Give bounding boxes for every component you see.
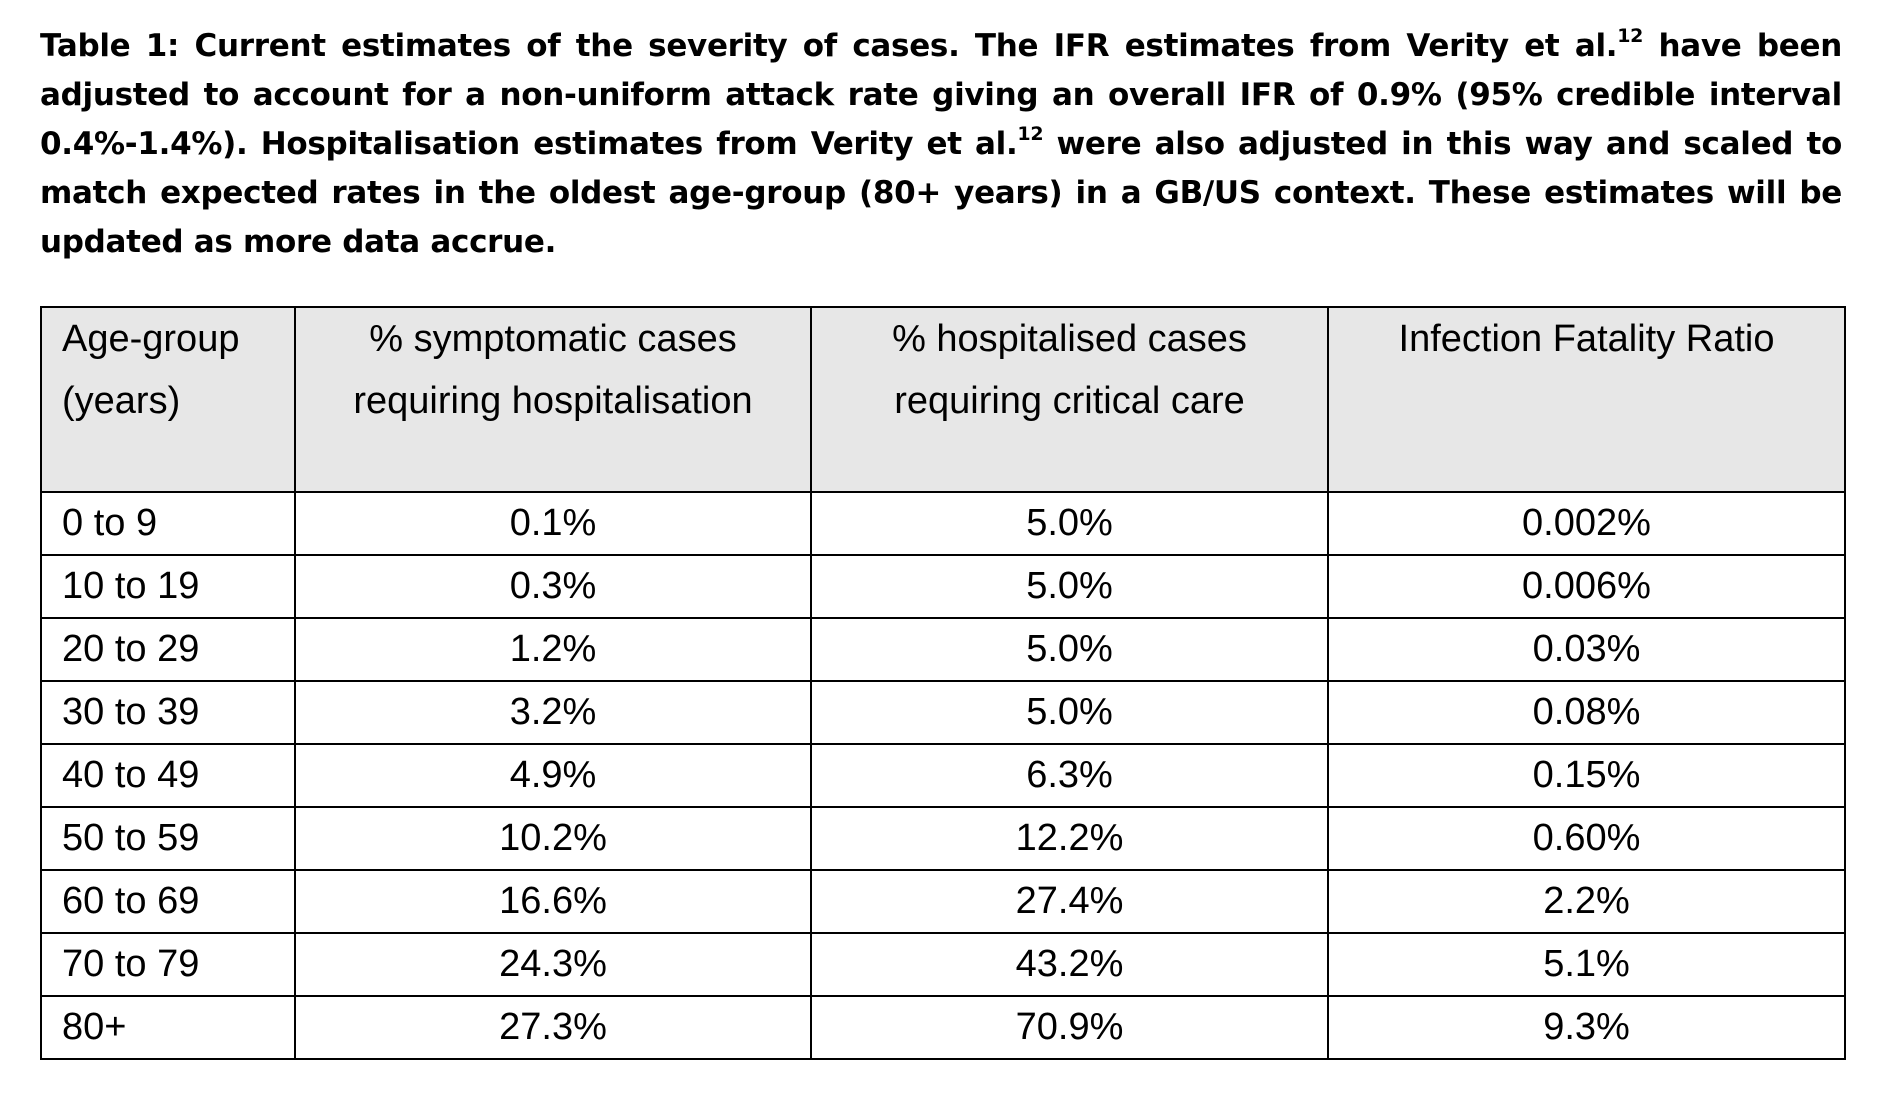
critical-care-cell: 70.9% xyxy=(810,995,1329,1060)
table-row: 10 to 19 0.3% 5.0% 0.006% xyxy=(40,554,1846,619)
critical-care-cell: 27.4% xyxy=(810,869,1329,934)
hospitalisation-cell: 4.9% xyxy=(294,743,812,808)
critical-care-cell: 6.3% xyxy=(810,743,1329,808)
hospitalisation-cell: 24.3% xyxy=(294,932,812,997)
table-row: 80+ 27.3% 70.9% 9.3% xyxy=(40,995,1846,1060)
age-group-cell: 30 to 39 xyxy=(40,680,296,745)
table-row: 20 to 29 1.2% 5.0% 0.03% xyxy=(40,617,1846,682)
ifr-cell: 0.03% xyxy=(1327,617,1846,682)
hospitalisation-cell: 0.1% xyxy=(294,491,812,556)
hospitalisation-cell: 1.2% xyxy=(294,617,812,682)
table-row: 40 to 49 4.9% 6.3% 0.15% xyxy=(40,743,1846,808)
hospitalisation-cell: 0.3% xyxy=(294,554,812,619)
critical-care-cell: 5.0% xyxy=(810,680,1329,745)
critical-care-cell: 12.2% xyxy=(810,806,1329,871)
citation-ref-2: 12 xyxy=(1017,123,1044,145)
age-group-cell: 0 to 9 xyxy=(40,491,296,556)
age-group-cell: 20 to 29 xyxy=(40,617,296,682)
header-age-group: Age-group (years) xyxy=(40,306,296,493)
header-hospitalised-critical-care: % hospitalised cases requiring critical c… xyxy=(810,306,1329,493)
table-body: 0 to 9 0.1% 5.0% 0.002% 10 to 19 0.3% 5.0% 0.00… xyxy=(40,491,1846,1060)
critical-care-cell: 43.2% xyxy=(810,932,1329,997)
hospitalisation-cell: 3.2% xyxy=(294,680,812,745)
header-row: Age-group (years) % symptomatic cases requ… xyxy=(40,306,1846,493)
ifr-cell: 0.15% xyxy=(1327,743,1846,808)
caption-text-1: Table 1: Current estimates of the severi… xyxy=(40,28,1618,64)
table-header: Age-group (years) % symptomatic cases requ… xyxy=(40,306,1846,493)
age-group-cell: 70 to 79 xyxy=(40,932,296,997)
caption-text-2: have been adjusted to account for a non-… xyxy=(40,28,1842,162)
caption-text-3: were also adjusted in this way and scale… xyxy=(40,126,1842,260)
table-row: 70 to 79 24.3% 43.2% 5.1% xyxy=(40,932,1846,997)
age-group-cell: 60 to 69 xyxy=(40,869,296,934)
age-group-cell: 80+ xyxy=(40,995,296,1060)
hospitalisation-cell: 27.3% xyxy=(294,995,812,1060)
header-symptomatic-hospitalisation: % symptomatic cases requiring hospitalisa… xyxy=(294,306,812,493)
table-row: 50 to 59 10.2% 12.2% 0.60% xyxy=(40,806,1846,871)
age-group-cell: 10 to 19 xyxy=(40,554,296,619)
ifr-cell: 0.002% xyxy=(1327,491,1846,556)
severity-table: Age-group (years) % symptomatic cases requ… xyxy=(40,306,1846,1060)
ifr-cell: 9.3% xyxy=(1327,995,1846,1060)
age-group-cell: 50 to 59 xyxy=(40,806,296,871)
ifr-cell: 5.1% xyxy=(1327,932,1846,997)
ifr-cell: 2.2% xyxy=(1327,869,1846,934)
ifr-cell: 0.006% xyxy=(1327,554,1846,619)
header-infection-fatality-ratio: Infection Fatality Ratio xyxy=(1327,306,1846,493)
hospitalisation-cell: 16.6% xyxy=(294,869,812,934)
citation-ref-1: 12 xyxy=(1617,25,1644,47)
ifr-cell: 0.60% xyxy=(1327,806,1846,871)
table-row: 60 to 69 16.6% 27.4% 2.2% xyxy=(40,869,1846,934)
ifr-cell: 0.08% xyxy=(1327,680,1846,745)
critical-care-cell: 5.0% xyxy=(810,617,1329,682)
table-row: 0 to 9 0.1% 5.0% 0.002% xyxy=(40,491,1846,556)
critical-care-cell: 5.0% xyxy=(810,554,1329,619)
table-row: 30 to 39 3.2% 5.0% 0.08% xyxy=(40,680,1846,745)
age-group-cell: 40 to 49 xyxy=(40,743,296,808)
table-caption: Table 1: Current estimates of the severi… xyxy=(40,22,1842,267)
critical-care-cell: 5.0% xyxy=(810,491,1329,556)
hospitalisation-cell: 10.2% xyxy=(294,806,812,871)
severity-table-container: Age-group (years) % symptomatic cases requ… xyxy=(40,306,1846,1060)
